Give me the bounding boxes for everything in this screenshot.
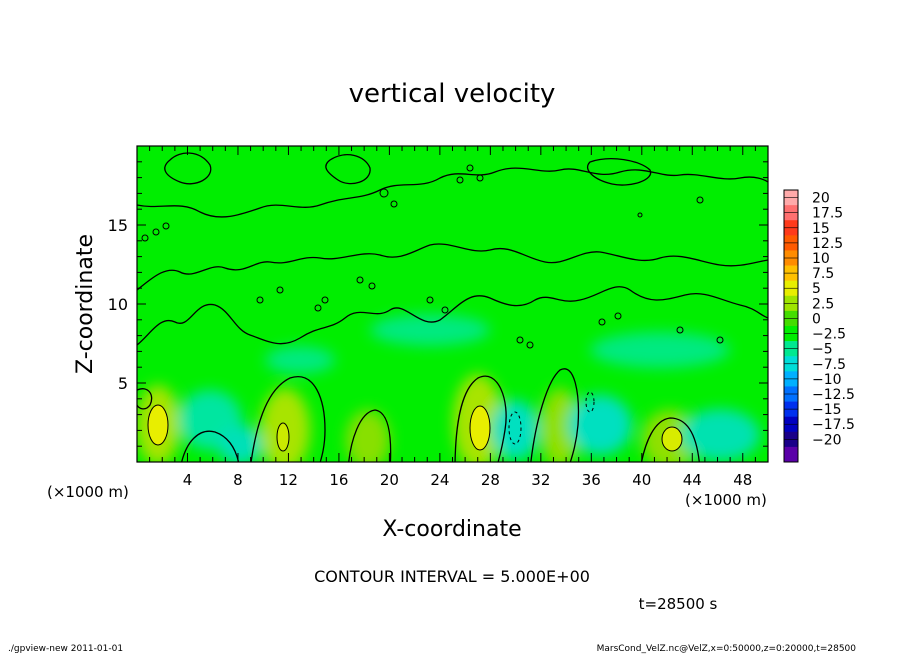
downdraft-region <box>218 425 262 462</box>
field-shading <box>137 314 760 462</box>
colorbar-label: 20 <box>812 191 830 207</box>
x-tick-label: 4 <box>183 471 193 489</box>
colorbar-label: −7.5 <box>812 357 846 373</box>
colorbar-label: −2.5 <box>812 327 846 343</box>
chart-title: vertical velocity <box>349 79 556 109</box>
updraft-core <box>276 422 290 452</box>
x-tick-label: 28 <box>481 471 500 489</box>
colorbar-label: −17.5 <box>812 417 855 433</box>
x-tick-label: 16 <box>329 471 348 489</box>
colorbar-label: 5 <box>812 281 821 297</box>
downdraft-region <box>265 346 335 374</box>
colorbar-label: −15 <box>812 402 842 418</box>
footer-left: ./gpview-new 2011-01-01 <box>8 644 123 654</box>
x-tick-label: 24 <box>430 471 449 489</box>
colorbar-label: −12.5 <box>812 387 855 403</box>
colorbar-label: 17.5 <box>812 206 843 222</box>
x-tick-label: 20 <box>380 471 399 489</box>
zero-contours <box>137 152 768 462</box>
colorbar-label: −5 <box>812 342 833 358</box>
downdraft-core <box>585 391 595 413</box>
time-label: t=28500 s <box>639 595 718 613</box>
x-unit-right: (×1000 m) <box>685 491 767 509</box>
x-tick-label: 32 <box>531 471 550 489</box>
colorbar-frame <box>783 189 799 463</box>
updraft-core <box>469 405 491 451</box>
y-axis: 5 10 15 <box>108 161 768 447</box>
colorbar-label: 15 <box>812 221 830 237</box>
y-tick-label: 10 <box>108 295 128 314</box>
downdraft-region <box>568 395 632 455</box>
colorbar-label: 10 <box>812 251 830 267</box>
downdraft-core <box>508 411 522 445</box>
colorbar: 2017.51512.5107.552.50−2.5−5−7.5−10−12.5… <box>783 189 855 463</box>
y-tick-label: 15 <box>108 216 128 235</box>
contour-interval: CONTOUR INTERVAL = 5.000E+00 <box>314 567 590 586</box>
colorbar-swatch <box>784 446 798 463</box>
x-unit-left: (×1000 m) <box>47 483 129 501</box>
colorbar-label: 7.5 <box>812 266 834 282</box>
updraft-core <box>147 404 169 446</box>
downdraft-region <box>590 332 730 368</box>
x-axis-label: X-coordinate <box>382 517 521 542</box>
colorbar-label: 0 <box>812 311 821 327</box>
downdraft-region <box>370 314 490 346</box>
x-tick-label: 12 <box>279 471 298 489</box>
colorbar-label: −10 <box>812 372 842 388</box>
x-tick-label: 8 <box>233 471 243 489</box>
footer-right: MarsCond_VelZ.nc@VelZ,x=0:50000,z=0:2000… <box>597 644 857 654</box>
plot-background <box>137 146 768 462</box>
x-axis: 4 8 12 16 20 24 28 32 36 40 44 48 <box>149 146 756 489</box>
x-tick-label: 44 <box>683 471 702 489</box>
downdraft-region <box>680 409 760 461</box>
x-tick-label: 48 <box>733 471 752 489</box>
updraft-core <box>661 426 683 452</box>
y-axis-label: Z-coordinate <box>73 234 98 374</box>
updraft-region <box>540 388 580 462</box>
plot-area <box>137 146 768 462</box>
colorbar-label: 12.5 <box>812 236 843 252</box>
updraft-region <box>346 410 390 462</box>
x-tick-label: 36 <box>582 471 601 489</box>
colorbar-label: 2.5 <box>812 296 834 312</box>
colorbar-label: −20 <box>812 432 842 448</box>
x-tick-label: 40 <box>632 471 651 489</box>
y-tick-label: 5 <box>118 374 128 393</box>
downdraft-region <box>491 400 539 460</box>
contour-islands <box>141 164 724 349</box>
